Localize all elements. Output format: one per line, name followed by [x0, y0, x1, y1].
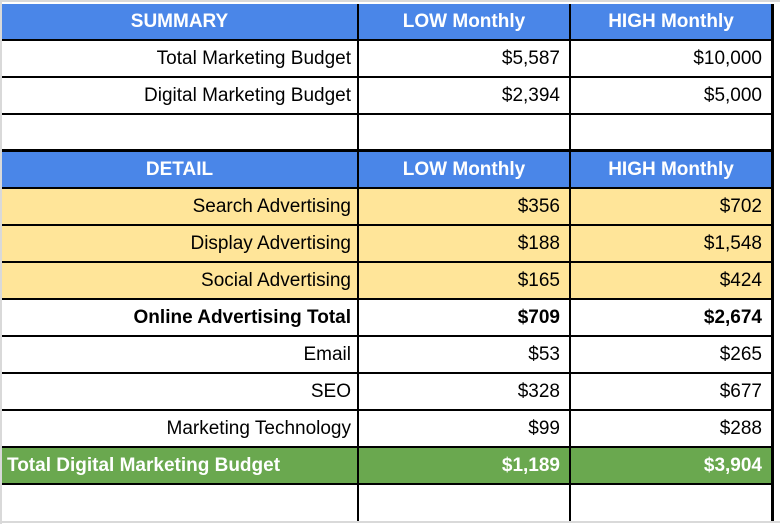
detail-title-cell[interactable]: DETAIL: [2, 152, 359, 189]
empty-cell[interactable]: [359, 485, 571, 522]
row-social-advertising: Social Advertising $165 $424: [2, 263, 774, 300]
empty-cell[interactable]: [2, 115, 359, 152]
row-marketing-technology: Marketing Technology $99 $288: [2, 411, 774, 448]
summary-low-monthly-header-cell[interactable]: LOW Monthly: [359, 4, 571, 41]
empty-cell[interactable]: [571, 485, 774, 522]
digital-marketing-budget-low-cell[interactable]: $2,394: [359, 78, 571, 115]
empty-spacer-row: [2, 115, 774, 152]
row-email: Email $53 $265: [2, 337, 774, 374]
search-advertising-high-cell[interactable]: $702: [571, 189, 774, 226]
seo-low-cell[interactable]: $328: [359, 374, 571, 411]
summary-header-row: SUMMARY LOW Monthly HIGH Monthly: [2, 4, 774, 41]
bottom-empty-row: [2, 485, 774, 522]
sheet-gridline-bottom: [0, 521, 780, 523]
marketing-technology-label-cell[interactable]: Marketing Technology: [2, 411, 359, 448]
seo-high-cell[interactable]: $677: [571, 374, 774, 411]
empty-cell[interactable]: [2, 485, 359, 522]
row-seo: SEO $328 $677: [2, 374, 774, 411]
marketing-technology-low-cell[interactable]: $99: [359, 411, 571, 448]
display-advertising-label-cell[interactable]: Display Advertising: [2, 226, 359, 263]
summary-title-cell[interactable]: SUMMARY: [2, 4, 359, 41]
display-advertising-high-cell[interactable]: $1,548: [571, 226, 774, 263]
detail-header-row: DETAIL LOW Monthly HIGH Monthly: [2, 152, 774, 189]
marketing-budget-table: SUMMARY LOW Monthly HIGH Monthly Total M…: [2, 4, 774, 522]
email-high-cell[interactable]: $265: [571, 337, 774, 374]
row-total-marketing-budget: Total Marketing Budget $5,587 $10,000: [2, 41, 774, 78]
empty-cell[interactable]: [571, 115, 774, 152]
online-advertising-total-high-cell[interactable]: $2,674: [571, 300, 774, 337]
total-digital-marketing-budget-label-cell[interactable]: Total Digital Marketing Budget: [2, 448, 359, 485]
detail-high-monthly-header-cell[interactable]: HIGH Monthly: [571, 152, 774, 189]
row-digital-marketing-budget: Digital Marketing Budget $2,394 $5,000: [2, 78, 774, 115]
total-marketing-budget-low-cell[interactable]: $5,587: [359, 41, 571, 78]
row-display-advertising: Display Advertising $188 $1,548: [2, 226, 774, 263]
seo-label-cell[interactable]: SEO: [2, 374, 359, 411]
email-low-cell[interactable]: $53: [359, 337, 571, 374]
row-total-digital-marketing-budget: Total Digital Marketing Budget $1,189 $3…: [2, 448, 774, 485]
row-online-advertising-total: Online Advertising Total $709 $2,674: [2, 300, 774, 337]
social-advertising-high-cell[interactable]: $424: [571, 263, 774, 300]
sheet-gridline-top: [0, 0, 780, 2]
social-advertising-label-cell[interactable]: Social Advertising: [2, 263, 359, 300]
marketing-technology-high-cell[interactable]: $288: [571, 411, 774, 448]
social-advertising-low-cell[interactable]: $165: [359, 263, 571, 300]
email-label-cell[interactable]: Email: [2, 337, 359, 374]
online-advertising-total-label-cell[interactable]: Online Advertising Total: [2, 300, 359, 337]
online-advertising-total-low-cell[interactable]: $709: [359, 300, 571, 337]
search-advertising-low-cell[interactable]: $356: [359, 189, 571, 226]
detail-low-monthly-header-cell[interactable]: LOW Monthly: [359, 152, 571, 189]
total-digital-marketing-budget-low-cell[interactable]: $1,189: [359, 448, 571, 485]
total-marketing-budget-label-cell[interactable]: Total Marketing Budget: [2, 41, 359, 78]
sheet-gridline-left: [0, 0, 2, 524]
summary-high-monthly-header-cell[interactable]: HIGH Monthly: [571, 4, 774, 41]
total-marketing-budget-high-cell[interactable]: $10,000: [571, 41, 774, 78]
digital-marketing-budget-label-cell[interactable]: Digital Marketing Budget: [2, 78, 359, 115]
total-digital-marketing-budget-high-cell[interactable]: $3,904: [571, 448, 774, 485]
empty-cell[interactable]: [359, 115, 571, 152]
digital-marketing-budget-high-cell[interactable]: $5,000: [571, 78, 774, 115]
search-advertising-label-cell[interactable]: Search Advertising: [2, 189, 359, 226]
row-search-advertising: Search Advertising $356 $702: [2, 189, 774, 226]
display-advertising-low-cell[interactable]: $188: [359, 226, 571, 263]
